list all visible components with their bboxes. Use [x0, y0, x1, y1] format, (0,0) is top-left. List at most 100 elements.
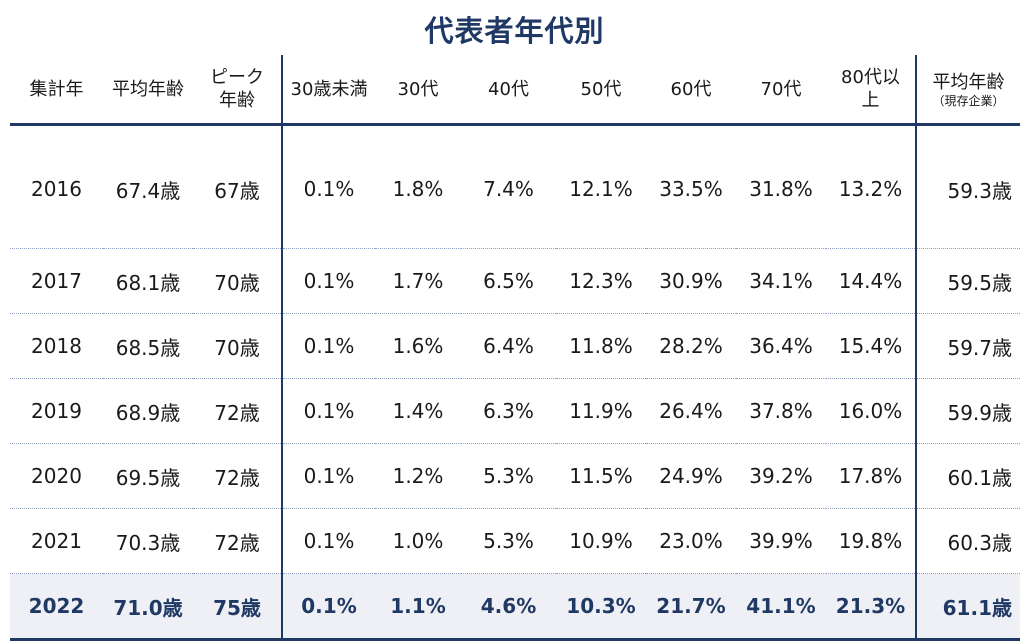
- cell-50s: 11.8%: [556, 313, 646, 379]
- cell-30s: 1.0%: [375, 508, 461, 574]
- cell-60s: 33.5%: [646, 124, 736, 249]
- cell-60s: 23.0%: [646, 508, 736, 574]
- cell-40s: 6.3%: [461, 378, 556, 444]
- page-title: 代表者年代別: [424, 14, 605, 48]
- cell-current-avg: 59.5歳: [916, 248, 1020, 314]
- cell-peak-age: 75歳: [193, 573, 282, 641]
- cell-peak-age: 72歳: [193, 508, 282, 574]
- cell-80s-plus: 13.2%: [826, 124, 917, 249]
- cell-60s: 24.9%: [646, 443, 736, 509]
- cell-avg-age: 68.5歳: [103, 313, 193, 379]
- header-current-avg: 平均年齢 （現存企業）: [916, 55, 1020, 125]
- cell-70s: 34.1%: [736, 248, 826, 314]
- cell-30s: 1.6%: [375, 313, 461, 379]
- header-peak-line2: 年齢: [219, 90, 255, 111]
- cell-peak-age: 72歳: [193, 378, 282, 444]
- cell-40s: 6.4%: [461, 313, 556, 379]
- header-50s: 50代: [580, 78, 622, 100]
- cell-current-avg: 59.3歳: [916, 124, 1020, 249]
- cell-current-avg: 59.7歳: [916, 313, 1020, 379]
- cell-80s-plus: 19.8%: [826, 508, 917, 574]
- cell-under30: 0.1%: [281, 248, 375, 314]
- cell-year: 2016: [10, 124, 103, 249]
- header-80s-line1: 80代以: [841, 67, 900, 88]
- header-under30: 30歳未満: [281, 55, 375, 125]
- cell-60s: 30.9%: [646, 248, 736, 314]
- cell-current-avg: 59.9歳: [916, 378, 1020, 444]
- header-peak-line1: ピーク: [210, 67, 264, 88]
- cell-avg-age: 71.0歳: [103, 573, 193, 641]
- table-row: 2021 70.3歳 72歳 0.1% 1.0% 5.3% 10.9% 23.0…: [10, 508, 1020, 574]
- cell-70s: 37.8%: [736, 378, 826, 444]
- cell-under30: 0.1%: [281, 508, 375, 574]
- cell-80s-plus: 21.3%: [826, 573, 917, 641]
- cell-current-avg: 61.1歳: [916, 573, 1020, 641]
- cell-30s: 1.8%: [375, 124, 461, 249]
- header-40s: 40代: [488, 78, 529, 100]
- cell-80s-plus: 17.8%: [826, 443, 917, 509]
- cell-avg-age: 68.9歳: [103, 378, 193, 444]
- table-row-highlighted: 2022 71.0歳 75歳 0.1% 1.1% 4.6% 10.3% 21.7…: [10, 573, 1020, 641]
- cell-60s: 21.7%: [646, 573, 736, 641]
- cell-30s: 1.4%: [375, 378, 461, 444]
- header-row: 集計年 平均年齢 ピーク 年齢 30歳未満 30代 40代 50代 60代 70…: [10, 55, 1020, 125]
- cell-year: 2019: [10, 378, 103, 444]
- cell-year: 2022: [10, 573, 103, 641]
- cell-50s: 11.9%: [556, 378, 646, 444]
- cell-peak-age: 70歳: [193, 248, 282, 314]
- header-70s: 70代: [760, 78, 802, 100]
- cell-70s: 31.8%: [736, 124, 826, 249]
- table-row: 2019 68.9歳 72歳 0.1% 1.4% 6.3% 11.9% 26.4…: [10, 378, 1020, 444]
- cell-40s: 6.5%: [461, 248, 556, 314]
- cell-70s: 39.2%: [736, 443, 826, 509]
- cell-70s: 41.1%: [736, 573, 826, 641]
- cell-60s: 28.2%: [646, 313, 736, 379]
- cell-50s: 10.3%: [556, 573, 646, 641]
- table-row: 2017 68.1歳 70歳 0.1% 1.7% 6.5% 12.3% 30.9…: [10, 248, 1020, 314]
- cell-year: 2018: [10, 313, 103, 379]
- cell-avg-age: 70.3歳: [103, 508, 193, 574]
- cell-40s: 4.6%: [461, 573, 556, 641]
- cell-current-avg: 60.1歳: [916, 443, 1020, 509]
- cell-60s: 26.4%: [646, 378, 736, 444]
- cell-40s: 7.4%: [461, 124, 556, 249]
- cell-under30: 0.1%: [281, 573, 375, 641]
- cell-80s-plus: 16.0%: [826, 378, 917, 444]
- cell-50s: 12.1%: [556, 124, 646, 249]
- cell-50s: 12.3%: [556, 248, 646, 314]
- cell-current-avg: 60.3歳: [916, 508, 1020, 574]
- cell-40s: 5.3%: [461, 443, 556, 509]
- cell-80s-plus: 15.4%: [826, 313, 917, 379]
- cell-40s: 5.3%: [461, 508, 556, 574]
- cell-70s: 39.9%: [736, 508, 826, 574]
- cell-under30: 0.1%: [281, 313, 375, 379]
- cell-under30: 0.1%: [281, 378, 375, 444]
- cell-80s-plus: 14.4%: [826, 248, 917, 314]
- header-current-avg-label: 平均年齢: [932, 71, 1005, 93]
- cell-peak-age: 72歳: [193, 443, 282, 509]
- cell-year: 2021: [10, 508, 103, 574]
- table-row: 2018 68.5歳 70歳 0.1% 1.6% 6.4% 11.8% 28.2…: [10, 313, 1020, 379]
- header-60s: 60代: [670, 78, 712, 100]
- header-current-avg-sub: （現存企業）: [932, 93, 1005, 108]
- cell-70s: 36.4%: [736, 313, 826, 379]
- cell-under30: 0.1%: [281, 124, 375, 249]
- representative-age-table: 集計年 平均年齢 ピーク 年齢 30歳未満 30代 40代 50代 60代 70…: [10, 55, 1020, 641]
- header-80s-line2: 上: [861, 90, 880, 111]
- cell-year: 2017: [10, 248, 103, 314]
- table-row: 2016 67.4歳 67歳 0.1% 1.8% 7.4% 12.1% 33.5…: [10, 124, 1020, 249]
- header-avg-age: 平均年齢: [112, 78, 184, 100]
- table-row: 2020 69.5歳 72歳 0.1% 1.2% 5.3% 11.5% 24.9…: [10, 443, 1020, 509]
- cell-under30: 0.1%: [281, 443, 375, 509]
- header-30s: 30代: [397, 78, 439, 100]
- cell-peak-age: 70歳: [193, 313, 282, 379]
- cell-avg-age: 68.1歳: [103, 248, 193, 314]
- cell-avg-age: 67.4歳: [103, 124, 193, 249]
- cell-avg-age: 69.5歳: [103, 443, 193, 509]
- cell-50s: 10.9%: [556, 508, 646, 574]
- header-year: 集計年: [29, 78, 84, 100]
- cell-30s: 1.1%: [375, 573, 461, 641]
- cell-peak-age: 67歳: [193, 124, 282, 249]
- header-80s-plus: 80代以 上: [826, 55, 917, 125]
- header-peak-age: ピーク 年齢: [193, 55, 282, 125]
